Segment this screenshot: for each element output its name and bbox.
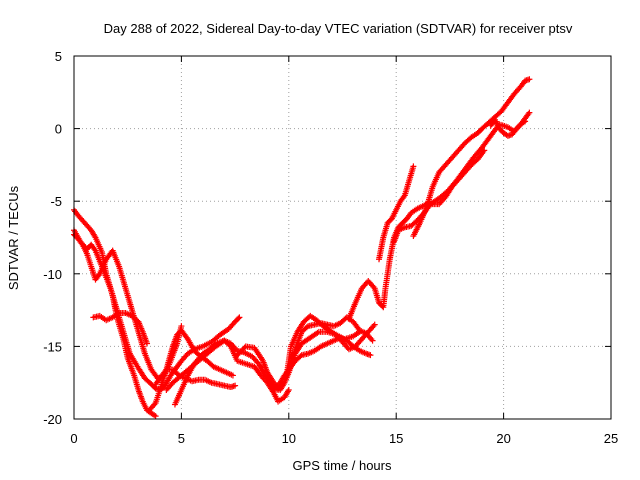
y-tick-label: -15 (43, 339, 62, 354)
grid-lines (74, 56, 611, 419)
series-trail (71, 206, 159, 420)
x-tick-label: 10 (282, 431, 296, 446)
series-track-l (283, 312, 378, 379)
series-trail (376, 163, 417, 263)
y-tick-label: 5 (55, 49, 62, 64)
chart-title: Day 288 of 2022, Sidereal Day-to-day VTE… (104, 21, 573, 36)
x-tick-labels: 0 5 10 15 20 25 (70, 431, 618, 446)
x-axis-title: GPS time / hours (293, 458, 392, 473)
x-tick-label: 15 (389, 431, 403, 446)
y-tick-label: -10 (43, 267, 62, 282)
series-trail (283, 312, 378, 379)
y-axis-title: SDTVAR / TECUs (6, 185, 21, 290)
series-track-n (376, 163, 417, 263)
series-trail (90, 310, 151, 347)
series-track-q (487, 116, 529, 139)
y-tick-labels: -20 -15 -10 -5 0 5 (43, 49, 62, 427)
series-track-d (90, 310, 151, 347)
y-tick-label: -5 (50, 194, 62, 209)
series-trail (487, 116, 529, 139)
data-markers (71, 76, 533, 420)
series-track-h (163, 337, 292, 405)
x-tick-label: 20 (496, 431, 510, 446)
x-tick-label: 0 (70, 431, 77, 446)
x-tick-label: 5 (178, 431, 185, 446)
plot-frame (73, 55, 612, 420)
y-tick-label: 0 (55, 122, 62, 137)
y-tick-label: -20 (43, 412, 62, 427)
series-trail (163, 337, 292, 405)
axis-ticks (73, 55, 612, 420)
series-track-b (71, 206, 159, 420)
x-tick-label: 25 (604, 431, 618, 446)
